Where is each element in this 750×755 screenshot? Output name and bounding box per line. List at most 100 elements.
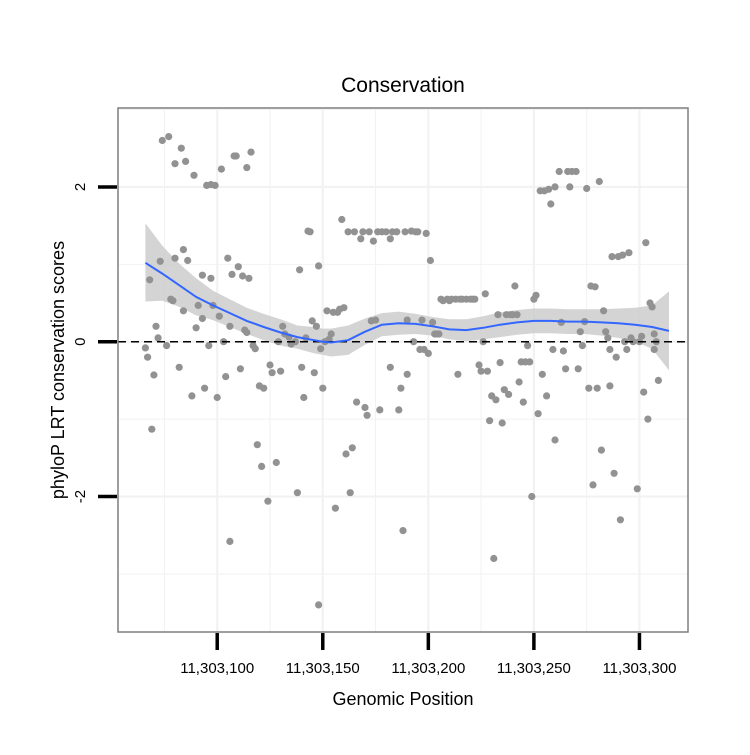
data-point bbox=[549, 345, 557, 354]
data-point bbox=[585, 384, 593, 392]
data-point bbox=[171, 160, 179, 168]
data-point bbox=[498, 419, 506, 427]
data-point bbox=[492, 396, 500, 404]
data-point bbox=[331, 504, 339, 512]
data-point bbox=[243, 328, 251, 337]
data-point bbox=[426, 256, 434, 265]
data-point bbox=[169, 297, 177, 305]
data-point bbox=[340, 304, 348, 312]
confidence-ribbon bbox=[145, 223, 669, 371]
data-point bbox=[310, 369, 318, 377]
data-point bbox=[511, 282, 519, 290]
data-point bbox=[226, 537, 234, 546]
data-point bbox=[205, 342, 213, 350]
x-tick-label: 11,303,250 bbox=[497, 660, 571, 677]
data-point bbox=[606, 382, 614, 390]
data-point bbox=[494, 311, 502, 319]
data-point bbox=[602, 328, 610, 336]
data-point bbox=[141, 344, 149, 352]
data-point bbox=[583, 184, 591, 193]
data-point bbox=[424, 349, 432, 357]
data-point bbox=[414, 228, 422, 236]
data-point bbox=[215, 312, 223, 320]
data-point bbox=[589, 481, 597, 489]
data-point bbox=[606, 345, 614, 354]
data-point bbox=[490, 554, 498, 563]
data-point bbox=[207, 274, 215, 282]
data-point bbox=[150, 371, 158, 379]
y-tick-label: 0 bbox=[72, 338, 89, 346]
data-point bbox=[175, 363, 183, 371]
data-point bbox=[361, 403, 369, 412]
data-point bbox=[253, 441, 261, 449]
data-point bbox=[610, 469, 618, 477]
y-tick-label: 2 bbox=[72, 183, 89, 191]
data-point bbox=[612, 353, 620, 361]
data-point bbox=[201, 384, 209, 392]
data-point bbox=[348, 444, 356, 452]
data-point bbox=[551, 436, 559, 444]
data-point bbox=[403, 370, 411, 378]
data-point bbox=[350, 228, 358, 236]
data-point bbox=[574, 365, 582, 373]
data-point bbox=[179, 307, 187, 315]
data-point bbox=[526, 358, 534, 366]
smooth-line-layer bbox=[144, 261, 670, 344]
data-point bbox=[291, 338, 299, 346]
data-point bbox=[528, 492, 536, 501]
data-point bbox=[591, 283, 599, 291]
data-point bbox=[576, 328, 584, 336]
data-point bbox=[519, 398, 527, 406]
data-point bbox=[154, 334, 162, 342]
data-point bbox=[401, 228, 409, 236]
data-point bbox=[524, 342, 532, 350]
data-point bbox=[538, 370, 546, 378]
data-point bbox=[532, 291, 540, 299]
data-point bbox=[266, 361, 274, 369]
data-point bbox=[236, 365, 244, 373]
data-point bbox=[372, 316, 380, 324]
data-point bbox=[435, 330, 443, 338]
data-point bbox=[344, 228, 352, 236]
y-tick-label: -2 bbox=[72, 490, 89, 503]
x-tick-label: 11,303,150 bbox=[286, 660, 360, 677]
data-point bbox=[399, 527, 407, 535]
data-point bbox=[317, 345, 325, 353]
data-point bbox=[604, 334, 612, 342]
data-point bbox=[298, 363, 306, 371]
data-point bbox=[547, 200, 555, 208]
data-point bbox=[165, 133, 173, 141]
data-point bbox=[177, 144, 185, 152]
data-point bbox=[363, 411, 371, 419]
data-point bbox=[293, 489, 301, 497]
data-point bbox=[213, 393, 221, 402]
data-point bbox=[644, 415, 652, 423]
data-point bbox=[418, 316, 426, 324]
data-point bbox=[319, 384, 327, 392]
data-point bbox=[638, 332, 646, 340]
data-point bbox=[357, 235, 365, 243]
data-point bbox=[483, 367, 491, 375]
data-point bbox=[315, 601, 323, 609]
data-point bbox=[264, 497, 272, 505]
data-point bbox=[543, 392, 551, 400]
data-point bbox=[217, 165, 225, 173]
data-point bbox=[211, 181, 219, 189]
data-point bbox=[308, 317, 316, 325]
data-point bbox=[247, 148, 255, 156]
data-point bbox=[621, 338, 629, 346]
x-axis: 11,303,100 11,303,150 11,303,200 11,303,250… bbox=[180, 633, 676, 677]
data-point bbox=[395, 406, 403, 414]
data-point bbox=[429, 318, 437, 326]
data-point bbox=[312, 322, 320, 330]
y-axis-title: phyloP LRT conservation scores bbox=[48, 241, 68, 499]
points-layer bbox=[141, 133, 663, 609]
data-point bbox=[198, 271, 206, 279]
data-point bbox=[353, 398, 361, 406]
data-point bbox=[654, 376, 663, 384]
data-point bbox=[146, 276, 154, 284]
data-point bbox=[144, 353, 152, 361]
data-point bbox=[251, 345, 259, 353]
data-point bbox=[422, 229, 430, 237]
